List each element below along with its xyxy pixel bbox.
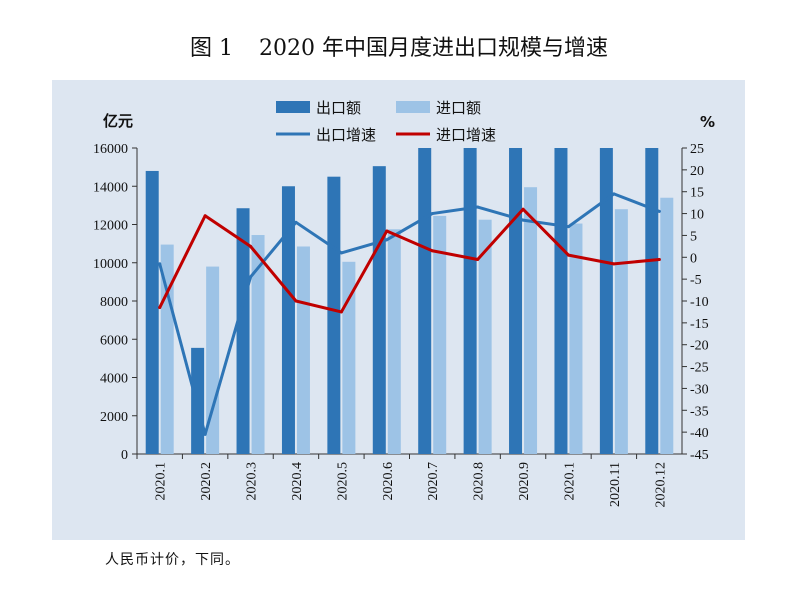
left-tick-label: 10000 — [93, 257, 128, 272]
legend-export-value-swatch — [276, 101, 310, 113]
x-tick-label: 2020.12 — [653, 462, 668, 508]
x-tick-label: 2020.6 — [381, 462, 396, 501]
x-tick-label: 2020.11 — [608, 462, 623, 507]
import-value-bar — [660, 197, 674, 454]
export-growth-point — [657, 209, 661, 213]
export-value-bar — [554, 148, 568, 454]
export-value-bar — [463, 148, 477, 454]
right-tick-label: -40 — [690, 426, 709, 441]
export-value-bar — [281, 186, 295, 454]
right-tick-label: 15 — [690, 186, 704, 201]
x-tick-label: 2020.9 — [517, 462, 532, 501]
export-growth-point — [476, 205, 480, 209]
import-growth-point — [657, 257, 661, 261]
import-value-bar — [251, 235, 265, 454]
left-axis-unit: 亿元 — [103, 112, 133, 130]
export-growth-line — [158, 192, 661, 436]
export-value-bar — [145, 170, 159, 454]
export-value-bar — [645, 148, 659, 454]
export-growth-point — [294, 220, 298, 224]
right-tick-label: -15 — [690, 317, 709, 332]
export-growth-point — [249, 275, 253, 279]
import-growth-point — [203, 214, 207, 218]
import-value-bar — [569, 223, 583, 454]
left-tick-label: 4000 — [100, 372, 128, 387]
right-tick-label: -25 — [690, 361, 709, 376]
import-value-bar — [206, 266, 220, 454]
x-tick-label: 2020.5 — [335, 462, 350, 501]
right-tick-label: 10 — [690, 208, 704, 223]
export-value-bar — [236, 208, 250, 454]
x-tick-label: 2020.4 — [290, 462, 305, 501]
export-growth-point — [521, 218, 525, 222]
import-value-bar — [433, 215, 447, 454]
x-tick-label: 2020.2 — [199, 462, 214, 501]
export-growth-point — [339, 251, 343, 255]
x-tick-label: 2020.7 — [426, 462, 441, 501]
import-growth-point — [385, 229, 389, 233]
export-growth-point — [612, 192, 616, 196]
right-tick-label: -5 — [690, 273, 702, 288]
import-growth-point — [294, 299, 298, 303]
right-tick-label: 20 — [690, 164, 704, 179]
import-value-bar — [342, 261, 356, 454]
left-tick-label: 6000 — [100, 333, 128, 348]
import-growth-point — [612, 262, 616, 266]
figure-title: 图 1 2020 年中国月度进出口规模与增速 — [0, 30, 798, 62]
export-value-bar — [372, 166, 386, 454]
export-value-bar — [599, 148, 613, 454]
right-tick-label: -35 — [690, 404, 709, 419]
import-value-bar — [478, 219, 492, 454]
import-growth-line — [158, 207, 661, 314]
legend-import-value-swatch — [396, 101, 430, 113]
x-tick-label: 2020.3 — [245, 462, 260, 501]
x-tick-label: 2020.1 — [154, 462, 169, 501]
export-value-bar — [509, 148, 523, 454]
right-tick-label: -10 — [690, 295, 709, 310]
export-growth-point — [385, 238, 389, 242]
export-growth-point — [203, 432, 207, 436]
right-tick-label: -20 — [690, 339, 709, 354]
left-tick-label: 8000 — [100, 295, 128, 310]
import-growth-point — [521, 207, 525, 211]
left-tick-label: 0 — [121, 448, 128, 463]
import-value-bar — [387, 229, 401, 454]
export-growth-point — [430, 212, 434, 216]
import-growth-point — [158, 306, 162, 310]
export-value-bar — [327, 176, 341, 454]
x-tick-label: 2020.8 — [472, 462, 487, 501]
figure-label: 图 1 — [190, 36, 233, 61]
import-value-bar — [296, 246, 310, 454]
import-growth-point — [430, 249, 434, 253]
legend-export-growth-label: 出口增速 — [316, 126, 376, 144]
right-axis-unit: % — [700, 113, 715, 131]
legend-export-value-label: 出口额 — [316, 99, 361, 117]
legend-import-value-label: 进口额 — [436, 99, 481, 117]
import-value-bar — [524, 187, 538, 455]
left-tick-label: 14000 — [93, 180, 128, 195]
right-tick-label: -45 — [690, 448, 709, 463]
right-tick-label: -30 — [690, 382, 709, 397]
left-tick-label: 12000 — [93, 219, 128, 234]
right-tick-label: 5 — [690, 229, 697, 244]
import-value-bar — [614, 209, 628, 454]
figure-note: 人民币计价，下同。 — [105, 552, 240, 568]
export-growth-point — [158, 262, 162, 266]
right-tick-label: 0 — [690, 251, 697, 266]
legend-import-growth-label: 进口增速 — [436, 126, 496, 144]
import-growth-point — [339, 310, 343, 314]
import-growth-point — [249, 244, 253, 248]
figure-title-text: 2020 年中国月度进出口规模与增速 — [259, 36, 608, 61]
left-tick-label: 16000 — [93, 142, 128, 157]
export-value-bar — [418, 148, 432, 454]
import-growth-point — [566, 253, 570, 257]
x-tick-label: 2020.1 — [562, 462, 577, 501]
import-growth-point — [476, 257, 480, 261]
right-tick-label: 25 — [690, 142, 704, 157]
export-growth-point — [566, 225, 570, 229]
left-tick-label: 2000 — [100, 410, 128, 425]
